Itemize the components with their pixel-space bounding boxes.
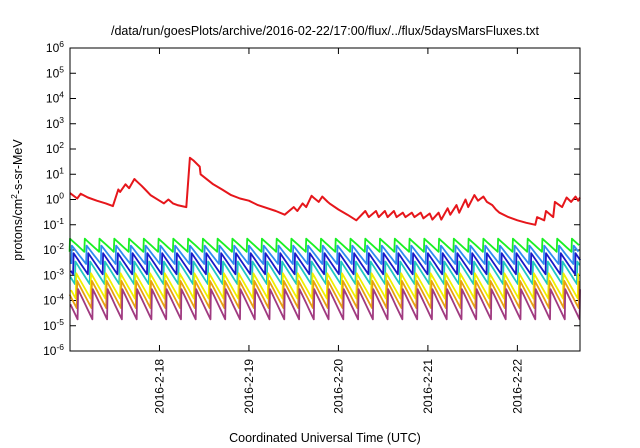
y-tick-label: 102 <box>46 140 64 156</box>
y-axis-label-text: protons/cm <box>11 199 25 261</box>
y-tick-label-base: 10 <box>43 268 57 282</box>
y-tick-label-exponent: 1 <box>59 165 64 175</box>
x-tick-label: 2016-2-21 <box>421 359 435 414</box>
y-tick-label: 10-2 <box>43 241 64 257</box>
series-line <box>68 280 580 309</box>
y-tick-label: 10-3 <box>43 266 64 282</box>
y-tick-label: 106 <box>46 39 64 55</box>
y-tick-label: 105 <box>46 64 64 80</box>
y-axis-label-superscript: 2 <box>9 194 19 199</box>
x-tick-label: 2016-2-19 <box>242 359 256 414</box>
series-line <box>69 288 581 321</box>
series-line <box>69 252 582 276</box>
y-tick-label-base: 10 <box>46 92 60 106</box>
series-line <box>70 244 580 265</box>
plot-area <box>68 156 582 321</box>
y-tick-label-base: 10 <box>43 344 57 358</box>
y-tick-label-base: 10 <box>46 167 60 181</box>
y-tick-label-exponent: 2 <box>59 140 64 150</box>
y-tick-label: 10-5 <box>43 317 64 333</box>
x-axis: 2016-2-18 2016-2-19 2016-2-20 2016-2-21 2016… <box>152 48 524 414</box>
y-tick-label-exponent: 5 <box>59 64 64 74</box>
x-tick-label: 2016-2-22 <box>510 359 524 414</box>
y-tick-label-base: 10 <box>46 117 60 131</box>
y-tick-label-base: 10 <box>46 193 60 207</box>
series-line <box>70 272 580 300</box>
y-tick-label: 104 <box>46 90 64 106</box>
y-tick-label-base: 10 <box>46 142 60 156</box>
y-tick-label: 10-1 <box>43 216 64 232</box>
y-axis: 10-610-510-410-310-210-11001011021031041… <box>43 39 580 358</box>
y-tick-label-exponent: 0 <box>59 191 64 201</box>
y-tick-label: 10-6 <box>43 342 64 358</box>
y-tick-label-exponent: -4 <box>56 292 64 302</box>
y-tick-label-base: 10 <box>43 218 57 232</box>
y-tick-label-exponent: -1 <box>56 216 64 226</box>
y-tick-label: 100 <box>46 191 64 207</box>
y-tick-label-base: 10 <box>43 294 57 308</box>
y-tick-label-base: 10 <box>46 41 60 55</box>
y-tick-label: 10-4 <box>43 292 64 308</box>
y-tick-label-exponent: 6 <box>59 39 64 49</box>
chart-title: /data/run/goesPlots/archive/2016-02-22/1… <box>111 24 540 38</box>
y-tick-label-exponent: -6 <box>56 342 64 352</box>
y-tick-label-exponent: 4 <box>59 90 64 100</box>
y-tick-label-base: 10 <box>46 66 60 80</box>
y-axis-label: protons/cm2-s-sr-MeV <box>9 139 25 261</box>
y-tick-label: 101 <box>46 165 64 181</box>
y-tick-label-exponent: -5 <box>56 317 64 327</box>
y-tick-label-exponent: -2 <box>56 241 64 251</box>
series-line <box>69 156 581 226</box>
y-tick-label-exponent: -3 <box>56 266 64 276</box>
x-axis-label: Coordinated Universal Time (UTC) <box>229 431 421 445</box>
series-line <box>68 237 580 253</box>
y-axis-label-suffix: -s-sr-MeV <box>11 139 25 195</box>
x-tick-label: 2016-2-20 <box>331 359 345 414</box>
x-tick-label: 2016-2-18 <box>152 359 166 414</box>
y-tick-label: 103 <box>46 115 64 131</box>
y-tick-label-base: 10 <box>43 243 57 257</box>
y-tick-label-exponent: 3 <box>59 115 64 125</box>
series-line <box>69 260 581 285</box>
y-tick-label-base: 10 <box>43 319 57 333</box>
plot-frame <box>69 47 581 352</box>
